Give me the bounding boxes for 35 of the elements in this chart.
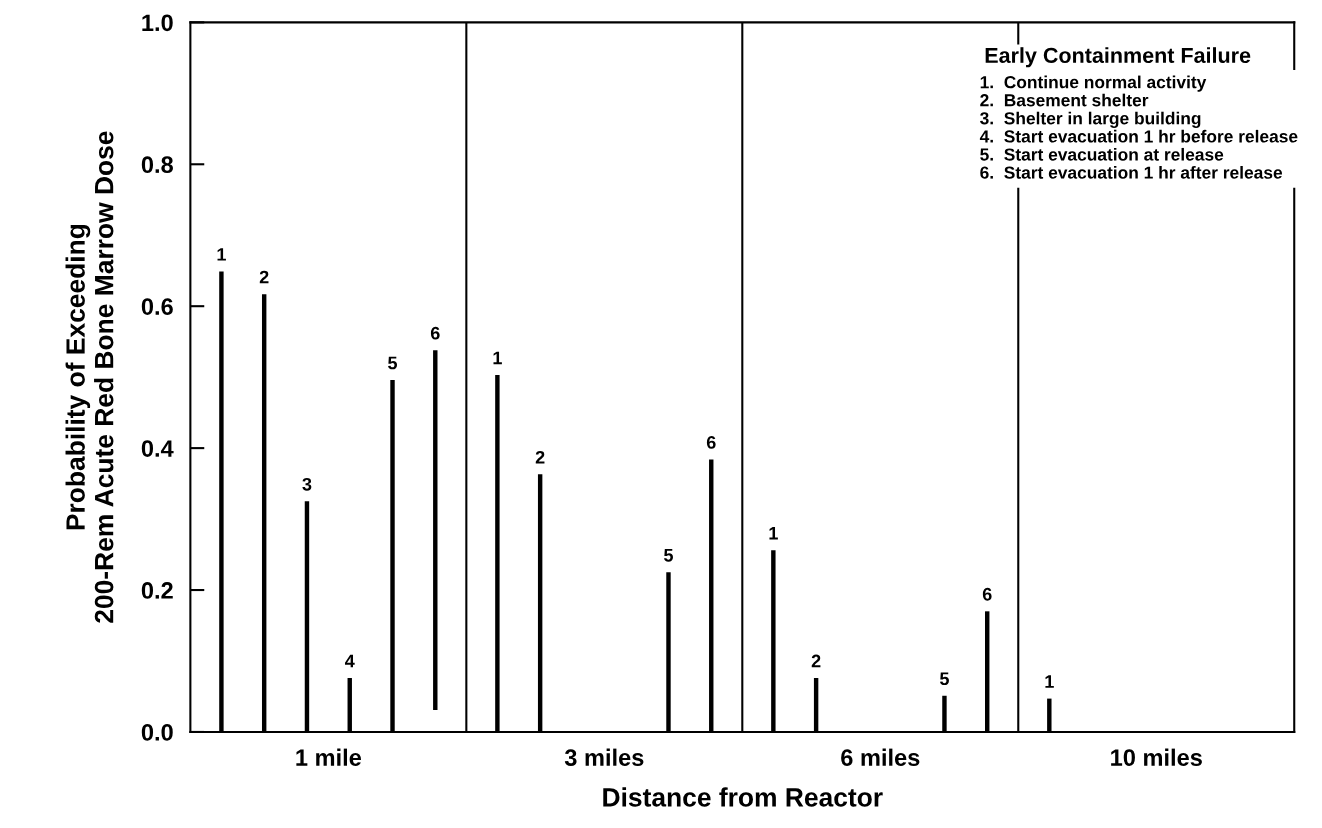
annotation: 1. Continue normal activity — [980, 75, 1207, 92]
text: 1 — [217, 248, 226, 261]
series-label: 3 — [302, 477, 312, 491]
y-tick-label: 0.6 — [141, 298, 173, 315]
annotation: 2. Basement shelter — [980, 93, 1149, 107]
annotation: 6. Start evacuation 1 hr after release — [980, 166, 1283, 179]
y-tick-label: 0.4 — [141, 440, 174, 457]
text: 1 — [493, 351, 502, 365]
x-tick-label: 3 miles — [564, 748, 644, 766]
text: 2 — [535, 450, 545, 464]
series-label: 1 — [1045, 675, 1054, 688]
y-tick-label: 0.2 — [141, 582, 173, 599]
bar — [433, 350, 438, 710]
text: 5 — [388, 356, 398, 370]
annotation: 5. Start evacuation at release — [980, 147, 1224, 161]
text: 6 — [706, 436, 716, 449]
text: 5 — [939, 672, 949, 686]
annotation: Early Containment Failure — [985, 47, 1251, 68]
text: 1 — [769, 527, 778, 540]
y-tick-label: 0.0 — [141, 724, 173, 741]
x-axis-title: Distance from Reactor — [603, 787, 883, 807]
y-axis-title: Probability of Exceeding 200-Rem Acute Red Bone Marrow Dose — [65, 131, 114, 623]
series-label: 4 — [344, 654, 355, 668]
series-label: 6 — [982, 587, 992, 601]
x-tick-label: 6 miles — [841, 748, 920, 766]
x-tick-label: 10 miles — [1111, 748, 1202, 766]
text: 6 — [430, 326, 440, 340]
x-tick-label: 1 mile — [296, 748, 362, 766]
y-tick-label: 0.8 — [141, 156, 173, 174]
annotation: 4. Start evacuation 1 hr before release — [979, 129, 1298, 143]
series-label: 2 — [259, 270, 269, 284]
text: 2 — [811, 654, 821, 668]
y-tick-label: 1.0 — [142, 14, 173, 32]
series-label: 5 — [664, 549, 673, 562]
annotation: 3. Shelter in large building — [980, 111, 1201, 128]
